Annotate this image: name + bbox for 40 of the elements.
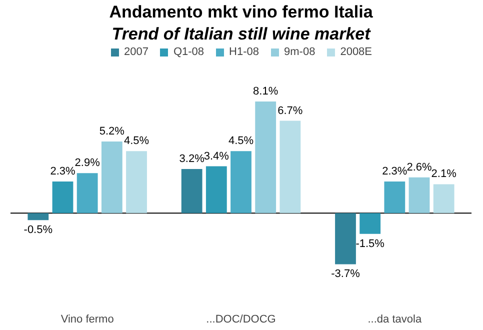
data-label: 2.9% (74, 157, 100, 170)
bar (52, 181, 74, 214)
data-label: 4.5% (228, 135, 254, 148)
bar (255, 101, 276, 214)
data-label: 2.6% (406, 161, 432, 174)
data-label: -0.5% (24, 224, 53, 236)
chart-title: Andamento mkt vino fermo Italia (109, 2, 374, 22)
bar (126, 151, 147, 214)
data-label: -3.7% (331, 268, 360, 280)
data-label: 2.1% (431, 168, 457, 180)
x-tick-label: Vino fermo (60, 314, 114, 326)
bar (335, 213, 356, 264)
legend-label: H1-08 (229, 46, 260, 58)
bar (230, 151, 252, 214)
bar (206, 166, 227, 214)
x-tick-label: ...da tavola (368, 314, 422, 326)
data-label: 2.3% (382, 165, 408, 178)
data-label: 5.2% (99, 125, 125, 138)
bar (181, 169, 202, 214)
data-label: 2.3% (50, 165, 76, 178)
data-label: 3.4% (204, 150, 230, 162)
data-label: 6.7% (278, 104, 303, 117)
bar (408, 177, 430, 214)
chart-subtitle: Trend of Italian still wine market (112, 24, 372, 44)
data-label: 4.5% (124, 135, 150, 148)
legend-label: 2007 (124, 46, 148, 58)
legend-label: 9m-08 (284, 46, 316, 58)
legend-label: 2008E (340, 46, 372, 58)
bar (76, 173, 98, 214)
data-label: 8.1% (253, 85, 278, 98)
x-tick-label: ...DOC/DOCG (206, 314, 276, 326)
legend-label: Q1-08 (173, 46, 204, 58)
bar (28, 213, 49, 220)
bar (280, 120, 301, 214)
data-label: 3.2% (179, 153, 205, 166)
data-label: -1.5% (356, 238, 385, 250)
bar (360, 213, 381, 234)
bar (101, 141, 122, 214)
bar (384, 181, 406, 214)
bar (433, 184, 454, 214)
